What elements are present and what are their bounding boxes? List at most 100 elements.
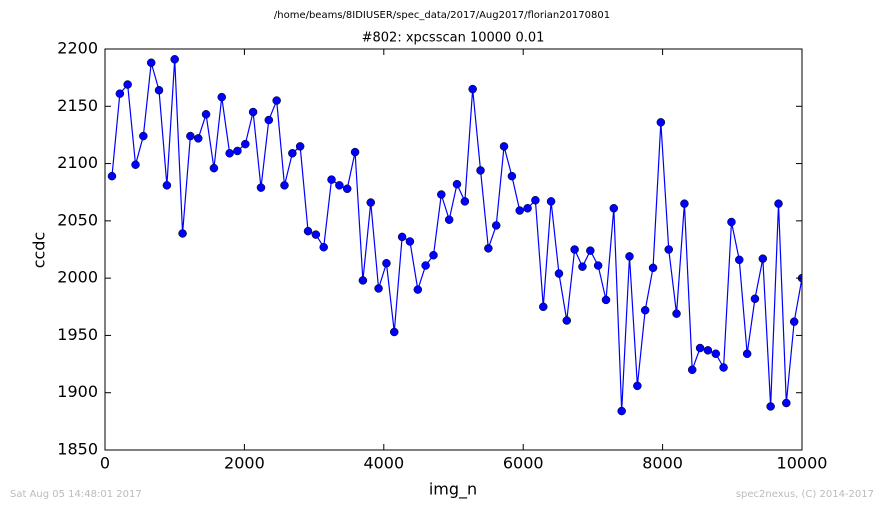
data-point xyxy=(499,142,509,151)
data-point xyxy=(766,402,775,411)
data-point xyxy=(680,199,689,208)
data-point xyxy=(162,181,172,190)
data-point xyxy=(397,232,407,242)
data-point xyxy=(327,175,336,184)
y-tick-label: 2200 xyxy=(57,39,98,58)
data-point xyxy=(703,346,713,355)
y-tick-label: 2050 xyxy=(57,210,98,229)
data-point xyxy=(429,250,438,260)
data-point xyxy=(241,139,250,149)
data-point xyxy=(444,215,454,224)
data-point xyxy=(570,245,579,254)
data-point xyxy=(178,229,187,238)
data-point xyxy=(656,118,666,127)
data-point xyxy=(342,184,352,194)
data-point xyxy=(601,295,611,305)
data-point xyxy=(233,146,242,156)
data-point xyxy=(468,84,477,94)
data-point xyxy=(687,365,697,375)
data-point xyxy=(335,181,344,190)
data-point xyxy=(484,244,493,253)
data-point xyxy=(554,269,564,278)
data-point xyxy=(782,398,791,408)
data-point xyxy=(350,147,360,157)
data-point xyxy=(460,197,470,206)
data-point xyxy=(248,107,258,117)
data-point xyxy=(750,294,760,304)
data-point xyxy=(382,258,391,268)
data-point xyxy=(139,131,148,141)
x-tick-label: 6000 xyxy=(503,454,544,473)
data-point xyxy=(672,309,681,318)
data-point xyxy=(437,190,446,199)
data-point xyxy=(366,198,376,207)
x-tick-label: 4000 xyxy=(363,454,404,473)
y-tick-label: 1850 xyxy=(57,440,98,459)
data-point xyxy=(546,197,556,206)
chart-title: #802: xpcsscan 10000 0.01 xyxy=(362,31,545,46)
data-point xyxy=(695,343,705,353)
data-point xyxy=(719,363,728,372)
data-point xyxy=(146,58,156,67)
data-point xyxy=(413,285,423,294)
data-point xyxy=(217,92,226,102)
data-point xyxy=(390,327,399,337)
x-tick-label: 8000 xyxy=(642,454,683,473)
data-point xyxy=(617,406,626,416)
data-point xyxy=(295,142,305,151)
data-point xyxy=(625,252,634,261)
data-point xyxy=(405,237,415,246)
data-point xyxy=(123,80,132,89)
data-point xyxy=(264,115,274,125)
data-point xyxy=(170,55,179,64)
data-point xyxy=(491,221,501,230)
data-point xyxy=(727,217,736,227)
footer-right: spec2nexus, (C) 2014-2017 xyxy=(736,489,874,500)
x-axis-label: img_n xyxy=(429,480,477,500)
data-point xyxy=(711,349,721,359)
data-point xyxy=(774,199,783,208)
plot-frame xyxy=(104,48,803,451)
data-point xyxy=(201,110,211,119)
data-point xyxy=(319,242,328,252)
data-point xyxy=(452,179,462,189)
data-point xyxy=(515,206,524,215)
data-point xyxy=(609,204,619,213)
data-point xyxy=(735,255,744,265)
data-point xyxy=(742,349,752,359)
data-point xyxy=(593,261,603,270)
data-point xyxy=(507,171,517,181)
data-point xyxy=(209,163,219,173)
data-point xyxy=(272,96,281,105)
data-point xyxy=(758,254,768,263)
x-tick-label: 0 xyxy=(100,454,110,473)
data-point xyxy=(421,261,430,270)
data-point xyxy=(115,89,125,98)
data-point xyxy=(256,183,266,192)
data-point xyxy=(539,302,548,312)
data-point xyxy=(664,245,673,254)
y-axis-label: ccdc xyxy=(30,232,49,269)
data-point xyxy=(131,160,140,169)
data-point xyxy=(523,204,532,213)
x-tick-label: 10000 xyxy=(777,454,828,473)
data-point xyxy=(280,181,289,190)
data-point xyxy=(225,149,234,158)
data-point xyxy=(358,276,368,285)
data-point xyxy=(107,171,117,181)
data-point xyxy=(311,230,321,239)
footer-left: Sat Aug 05 14:48:01 2017 xyxy=(10,489,142,500)
data-point xyxy=(476,166,485,175)
x-tick-label: 2000 xyxy=(224,454,265,473)
y-tick-label: 2100 xyxy=(57,153,98,172)
data-point xyxy=(633,381,642,391)
y-tick-label: 1900 xyxy=(57,382,98,401)
y-tick-label: 2000 xyxy=(57,268,98,287)
data-point xyxy=(640,305,650,315)
plot-area xyxy=(107,55,802,416)
data-point xyxy=(154,85,164,95)
data-point xyxy=(531,195,540,205)
data-point xyxy=(586,246,595,255)
